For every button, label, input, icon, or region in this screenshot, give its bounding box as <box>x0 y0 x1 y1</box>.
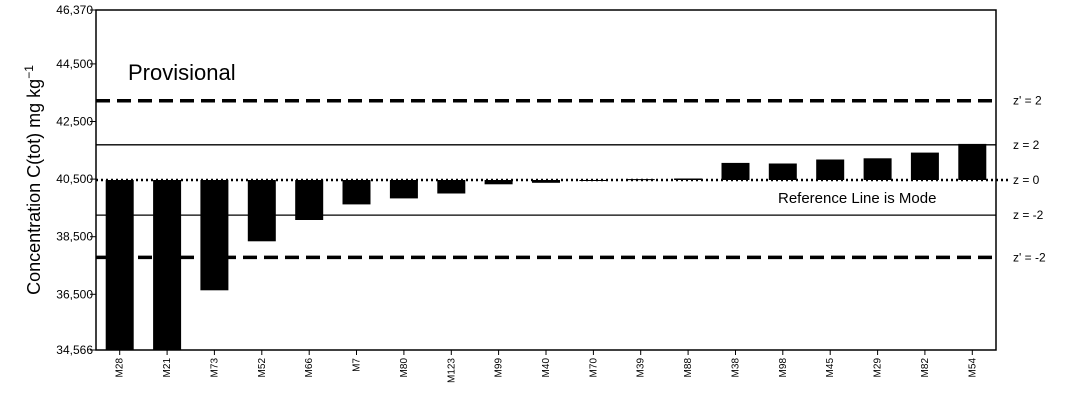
bar-m98 <box>768 163 797 180</box>
x-tick-label: M99 <box>494 358 505 378</box>
y-axis-label-text: Concentration C(tot) mg kg <box>24 79 44 295</box>
x-tick-label: M39 <box>636 358 647 378</box>
bar-m73 <box>200 180 229 291</box>
x-tick-label: M45 <box>825 358 836 378</box>
x-tick-label: M80 <box>399 358 410 378</box>
reference-line-label: Reference Line is Mode <box>778 190 936 207</box>
x-axis-group: M28 M21 M73 M52 M66 M7 M80 M123 M99 M40 M70 M39 M88 M… <box>115 350 978 383</box>
y-axis-group: 46,370 44,500 42,500 40,500 38,500 36,500 34,5… <box>56 3 96 357</box>
x-tick-label: M40 <box>541 358 552 378</box>
bar-m21 <box>153 180 182 350</box>
y-tick-label: 36,500 <box>56 287 93 301</box>
bar-m54 <box>958 143 987 180</box>
reference-line-label: z = 0 <box>1013 173 1040 187</box>
reference-line-label: z = -2 <box>1013 208 1044 222</box>
y-tick-label: 42,500 <box>56 115 93 129</box>
x-tick-label: M73 <box>209 358 220 378</box>
bar-m66 <box>295 180 324 220</box>
provisional-label: Provisional <box>128 60 236 85</box>
x-tick-label: M52 <box>257 358 268 378</box>
bar-m123 <box>437 180 466 194</box>
bar-m99 <box>484 180 513 185</box>
x-tick-label: M82 <box>920 358 931 378</box>
y-tick-label: 44,500 <box>56 57 93 71</box>
y-tick-label: 40,500 <box>56 172 93 186</box>
x-tick-label: M29 <box>873 358 884 378</box>
bar-m29 <box>863 158 892 180</box>
bar-m82 <box>910 152 939 180</box>
x-tick-label: M54 <box>967 358 978 378</box>
bar-m28 <box>105 180 134 350</box>
bar-m80 <box>389 180 418 199</box>
bar-m40 <box>532 180 560 183</box>
reference-line-label: z' = 2 <box>1013 94 1042 108</box>
y-tick-label: 38,500 <box>56 230 93 244</box>
bars-group <box>105 143 987 350</box>
bar-m52 <box>247 180 276 242</box>
bar-m70 <box>579 180 608 181</box>
x-tick-label: M7 <box>352 358 363 372</box>
x-tick-label: M38 <box>731 358 742 378</box>
y-axis-label-superscript: −1 <box>22 65 36 79</box>
x-tick-label: M21 <box>162 358 173 378</box>
reference-line-label: z = 2 <box>1013 138 1040 152</box>
bar-m39 <box>626 179 655 181</box>
bar-m7 <box>342 180 371 205</box>
x-tick-label: M98 <box>778 358 789 378</box>
x-tick-label: M123 <box>446 358 457 383</box>
reference-lines-group: z' = 2 z = 2 z = 0 z = -2 z' = -2 <box>96 94 1046 264</box>
y-tick-label: 46,370 <box>56 3 93 17</box>
bar-m88 <box>674 178 703 180</box>
bar-m38 <box>721 162 750 180</box>
y-tick-label: 34,566 <box>56 343 93 357</box>
bar-m45 <box>816 159 845 180</box>
x-tick-label: M70 <box>588 358 599 378</box>
reference-line-label: z' = -2 <box>1013 250 1046 264</box>
y-axis-label: Concentration C(tot) mg kg−1 <box>22 65 44 295</box>
x-tick-label: M28 <box>115 358 126 378</box>
x-tick-label: M66 <box>304 358 315 378</box>
x-tick-label: M88 <box>683 358 694 378</box>
